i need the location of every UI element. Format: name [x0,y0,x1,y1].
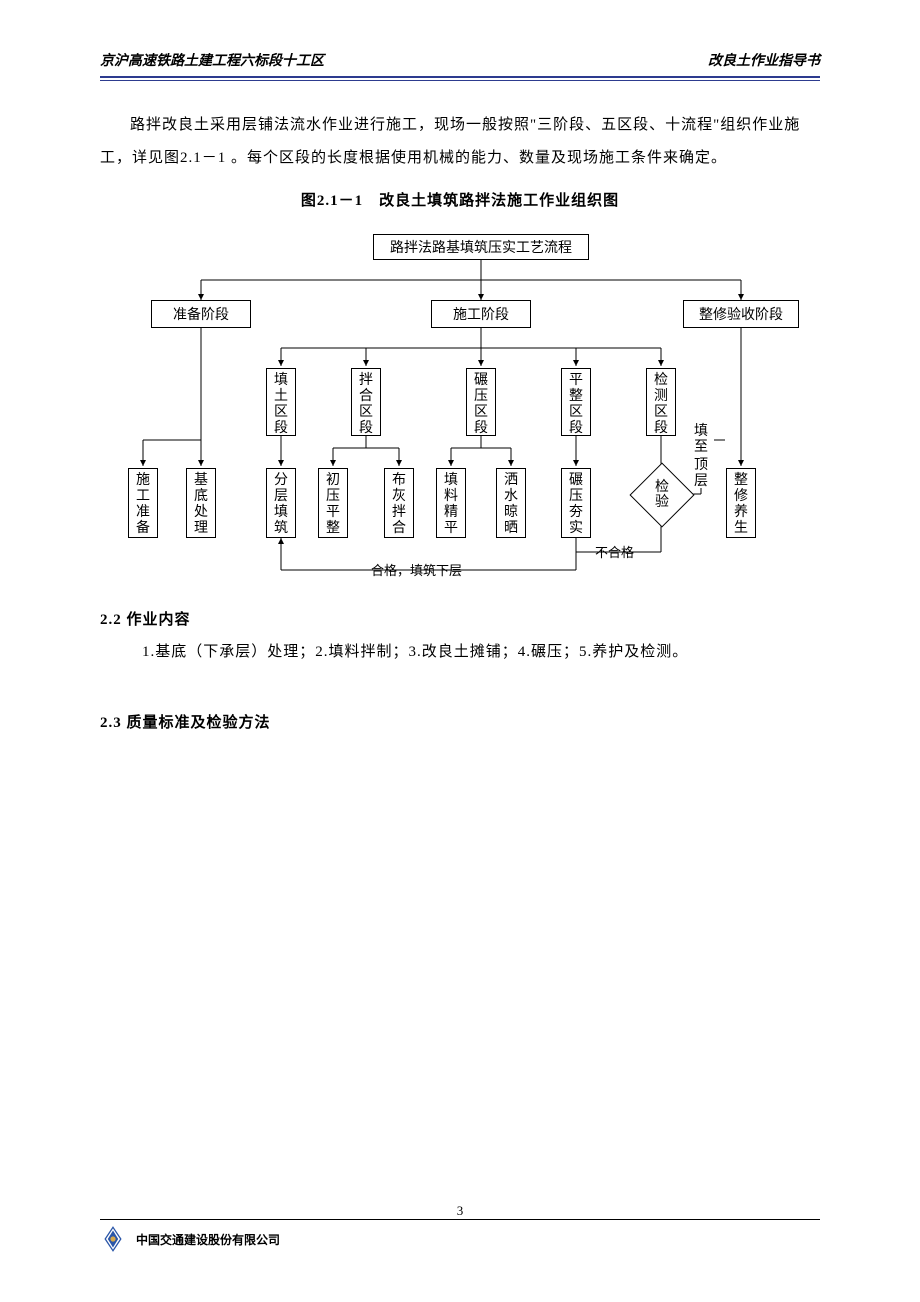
section-23-title: 2.3 质量标准及检验方法 [100,711,820,732]
flow-p1: 施工准备 [128,468,158,538]
figure-title: 图2.1－1 改良土填筑路拌法施工作业组织图 [100,189,820,210]
flow-p2: 基底处理 [186,468,216,538]
page-header: 京沪高速铁路土建工程六标段十工区 改良土作业指导书 [100,50,820,76]
flow-p7: 洒水晾晒 [496,468,526,538]
flow-seg3: 碾压区段 [466,368,496,436]
flow-note-top: 填至 [688,420,714,454]
header-rule-thin [100,80,820,81]
flow-p8: 碾压夯实 [561,468,591,538]
flowchart: 路拌法路基填筑压实工艺流程 准备阶段 施工阶段 整修验收阶段 填土区段 拌合区段… [101,220,819,590]
page-number: 3 [457,1203,464,1219]
section-22-title: 2.2 作业内容 [100,608,820,629]
intro-paragraph: 路拌改良土采用层铺法流水作业进行施工，现场一般按照"三阶段、五区段、十流程"组织… [100,109,820,175]
header-left: 京沪高速铁路土建工程六标段十工区 [100,50,324,70]
flow-seg4: 平整区段 [561,368,591,436]
flow-stage3: 整修验收阶段 [683,300,799,328]
section-22-body: 1.基底（下承层）处理；2.填料拌制；3.改良土摊铺；4.碾压；5.养护及检测。 [100,637,820,667]
flow-top: 路拌法路基填筑压实工艺流程 [373,234,589,260]
flow-seg2: 拌合区段 [351,368,381,436]
flow-p9: 检验 [647,480,677,511]
flow-seg1: 填土区段 [266,368,296,436]
flow-p3: 分层填筑 [266,468,296,538]
footer-rule [100,1219,820,1220]
flow-p4: 初压平整 [318,468,348,538]
flow-stage2: 施工阶段 [431,300,531,328]
flow-note-top2: 顶层 [688,454,714,488]
flow-pass-label: 合格，填筑下层 [371,560,462,579]
flow-p6: 填料精平 [436,468,466,538]
flow-seg5: 检测区段 [646,368,676,436]
flow-stage1: 准备阶段 [151,300,251,328]
header-rule-thick [100,76,820,78]
page-footer: 3 中国交通建设股份有限公司 [100,1219,820,1252]
header-right: 改良土作业指导书 [708,50,820,70]
company-logo-icon [100,1226,126,1252]
footer-org: 中国交通建设股份有限公司 [136,1231,280,1248]
flow-p5: 布灰拌合 [384,468,414,538]
flow-p10: 整修养生 [726,468,756,538]
flow-fail-label: 不合格 [595,542,634,561]
